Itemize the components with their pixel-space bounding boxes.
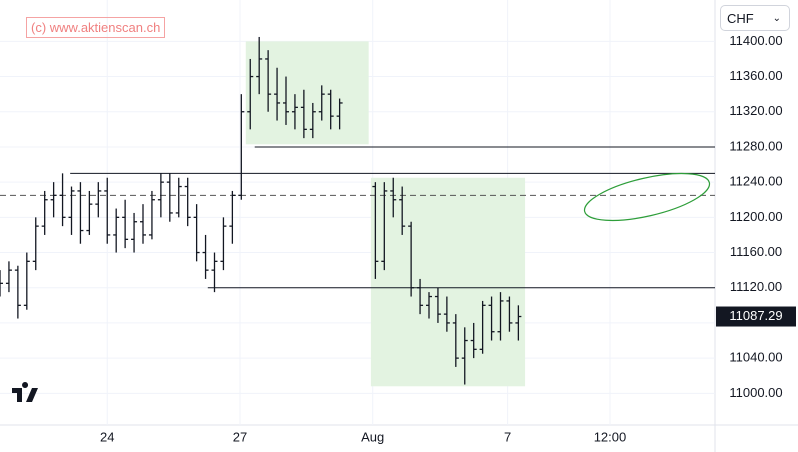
y-tick-label: 11040.00 <box>729 350 782 365</box>
ohlc-bar <box>131 212 138 253</box>
ohlc-bar <box>408 221 415 297</box>
ohlc-bar <box>247 58 254 130</box>
ohlc-bar <box>452 314 459 367</box>
x-tick-label: 27 <box>233 429 247 444</box>
ohlc-bar <box>5 261 12 293</box>
x-tick-label: Aug <box>361 429 384 444</box>
ohlc-bar <box>488 296 495 341</box>
ohlc-bar <box>32 217 39 271</box>
currency-select[interactable]: CHF ⌄ <box>720 5 790 31</box>
ohlc-bar <box>336 98 343 130</box>
ohlc-bar <box>470 322 477 359</box>
ohlc-bar <box>59 173 66 227</box>
ohlc-bar <box>86 190 93 235</box>
ohlc-bar <box>14 265 21 319</box>
ohlc-bar <box>184 177 191 227</box>
ohlc-bar <box>434 287 441 323</box>
ohlc-bar <box>148 190 155 240</box>
ohlc-bar <box>256 36 263 95</box>
ohlc-bar <box>372 182 379 279</box>
y-tick-label: 11160.00 <box>730 244 782 259</box>
ohlc-bar <box>95 182 102 218</box>
ohlc-bar <box>211 252 218 293</box>
ohlc-bar <box>202 234 209 279</box>
ohlc-bar <box>479 300 486 354</box>
currency-label[interactable]: CHF <box>727 11 754 26</box>
y-tick-label: 11280.00 <box>729 138 782 153</box>
ohlc-bar <box>390 177 397 218</box>
volume-profile-zone <box>370 177 526 387</box>
ohlc-bar <box>265 50 272 112</box>
ohlc-bar <box>283 76 289 125</box>
ohlc-bar <box>461 327 468 385</box>
y-tick-label: 11240.00 <box>729 174 782 189</box>
y-tick-label: 11360.00 <box>729 68 782 83</box>
ohlc-bar <box>399 186 406 235</box>
dropdown-arrow[interactable]: ⌄ <box>772 13 781 24</box>
ohlc-bar <box>175 177 182 218</box>
ohlc-bar <box>515 305 522 341</box>
logo <box>12 382 38 402</box>
ohlc-bar <box>68 186 75 235</box>
ohlc-bar <box>104 177 111 244</box>
ohlc-bar <box>381 182 388 271</box>
y-tick-label: 11120.00 <box>730 279 782 294</box>
volume-profile-zone <box>245 41 369 145</box>
ohlc-bar <box>166 173 173 222</box>
ohlc-bar <box>309 102 316 139</box>
ohlc-bar <box>274 67 281 121</box>
ohlc-bar <box>50 182 57 218</box>
ohlc-bar <box>229 190 236 244</box>
x-tick-label: 12:00 <box>594 429 627 444</box>
last-price-label: 11087.29 <box>729 308 782 323</box>
annotation-ellipse <box>583 172 711 222</box>
ohlc-bar <box>238 94 245 200</box>
ohlc-bar <box>77 182 84 244</box>
ohlc-bar <box>41 190 48 235</box>
ohlc-bar <box>300 89 307 139</box>
y-tick-label: 11000.00 <box>729 385 782 400</box>
y-tick-label: 11200.00 <box>729 209 782 224</box>
ohlc-bar <box>0 270 3 297</box>
ohlc-bar <box>157 173 164 218</box>
last-price-box <box>716 306 796 327</box>
ohlc-bar <box>506 296 513 332</box>
ohlc-bar <box>23 252 30 310</box>
ohlc-bar <box>140 204 146 244</box>
ohlc-bar <box>291 94 298 130</box>
ohlc-bar <box>122 199 129 249</box>
x-tick-label: 24 <box>100 429 114 444</box>
ohlc-bar <box>417 278 424 315</box>
y-tick-label: 11400.00 <box>729 33 782 48</box>
ohlc-bar <box>113 208 120 253</box>
ohlc-bar <box>497 292 504 341</box>
watermark: (c) www.aktienscan.ch <box>26 17 166 38</box>
x-tick-label: 7 <box>504 429 511 444</box>
ohlc-bar <box>443 296 450 332</box>
y-tick-label: 11320.00 <box>729 103 782 118</box>
ohlc-bar <box>327 89 334 130</box>
ohlc-bar <box>220 217 227 271</box>
ohlc-bar <box>318 85 325 121</box>
ohlc-bar <box>426 292 432 319</box>
ohlc-bar <box>193 204 200 262</box>
